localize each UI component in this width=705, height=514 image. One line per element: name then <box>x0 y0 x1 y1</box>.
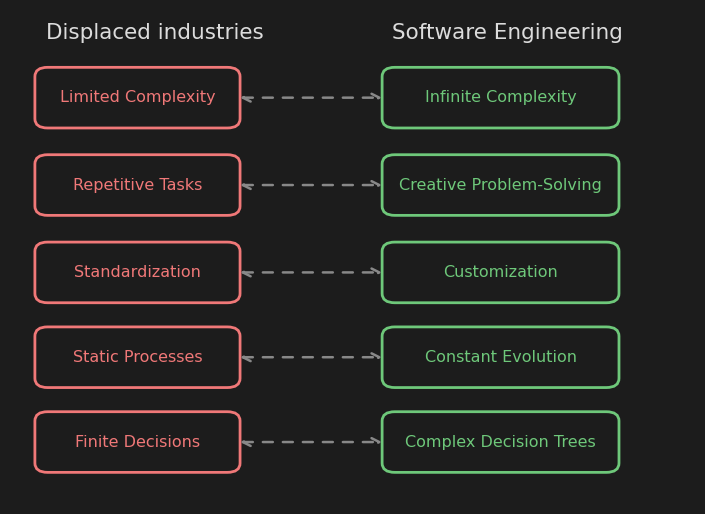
Text: Infinite Complexity: Infinite Complexity <box>424 90 577 105</box>
Text: Displaced industries: Displaced industries <box>47 24 264 43</box>
Text: Customization: Customization <box>443 265 558 280</box>
Text: Static Processes: Static Processes <box>73 350 202 365</box>
Text: Creative Problem-Solving: Creative Problem-Solving <box>399 177 602 193</box>
Text: Software Engineering: Software Engineering <box>392 24 623 43</box>
Text: Standardization: Standardization <box>74 265 201 280</box>
Text: Complex Decision Trees: Complex Decision Trees <box>405 434 596 450</box>
Text: Repetitive Tasks: Repetitive Tasks <box>73 177 202 193</box>
Text: Constant Evolution: Constant Evolution <box>424 350 577 365</box>
Text: Finite Decisions: Finite Decisions <box>75 434 200 450</box>
Text: Limited Complexity: Limited Complexity <box>60 90 215 105</box>
